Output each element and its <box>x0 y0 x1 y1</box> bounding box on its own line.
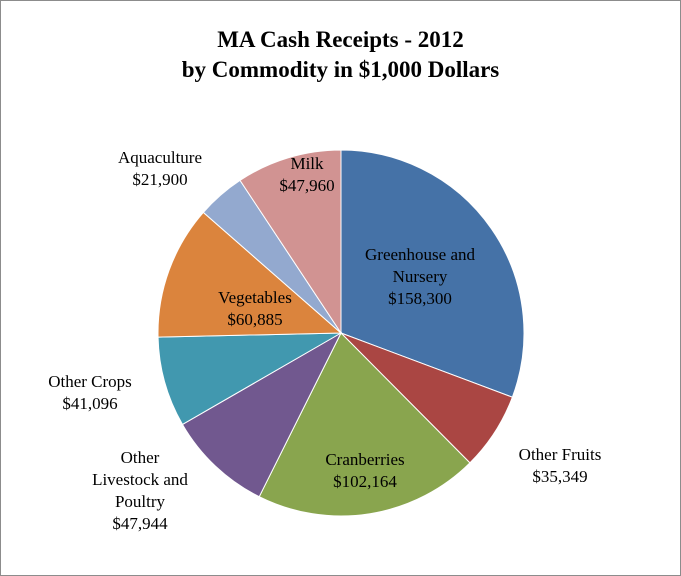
slice-label: Milk $47,960 <box>279 153 334 197</box>
value-label: $47,944 <box>112 514 168 533</box>
pie-slice <box>181 331 343 498</box>
slice-label: Other Fruits $35,349 <box>519 444 602 488</box>
chart-title: MA Cash Receipts - 2012 <box>217 27 464 52</box>
value-label: $60,885 <box>227 310 283 329</box>
slice-label: Aquaculture $21,900 <box>118 147 202 191</box>
value-label: $102,164 <box>333 472 397 491</box>
pie-slice <box>157 332 342 426</box>
pie-slice <box>258 332 471 517</box>
category-label: Other Crops <box>48 372 132 391</box>
category-label: Milk <box>290 154 324 173</box>
slice-label: Other Livestock and Poultry $47,944 <box>90 447 190 535</box>
category-label: Other Livestock and Poultry <box>92 448 188 511</box>
slice-label: Vegetables $60,885 <box>218 287 292 331</box>
chart-subtitle: by Commodity in $1,000 Dollars <box>181 57 500 82</box>
category-label: Cranberries <box>325 450 405 469</box>
value-label: $47,960 <box>279 176 335 195</box>
pie-slice <box>239 149 342 335</box>
value-label: $41,096 <box>62 394 118 413</box>
slice-label: Cranberries $102,164 <box>325 449 404 493</box>
value-label: $158,300 <box>388 289 452 308</box>
value-label: $21,900 <box>132 170 188 189</box>
pie-slice <box>340 149 525 398</box>
slice-label: Other Crops $41,096 <box>48 371 132 415</box>
slice-label: Greenhouse and Nursery $158,300 <box>363 244 478 310</box>
pie-slice <box>157 211 343 338</box>
category-label: Aquaculture <box>117 148 203 167</box>
category-label: Greenhouse and Nursery <box>365 245 475 286</box>
category-label: Vegetables <box>218 288 292 307</box>
value-label: $35,349 <box>532 467 588 486</box>
category-label: Other Fruits <box>518 445 602 464</box>
